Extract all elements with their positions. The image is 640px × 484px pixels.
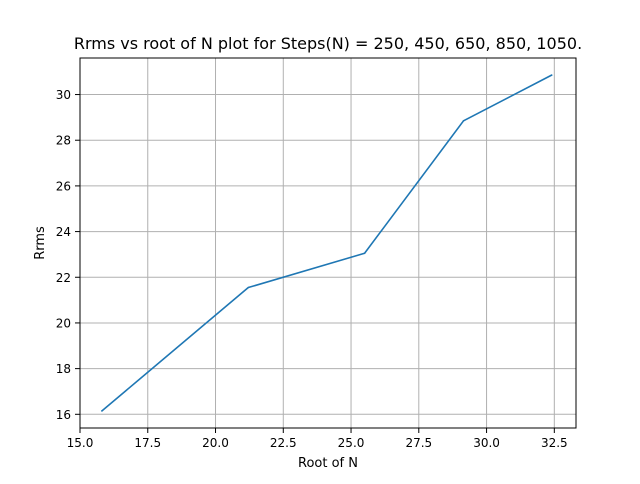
data-point: [247, 286, 250, 289]
data-point: [101, 410, 103, 412]
grid-lines: [79, 58, 576, 428]
plot-area-frame: [79, 57, 577, 429]
data-point: [550, 74, 553, 76]
x-tick-label: 22.5: [270, 436, 297, 450]
y-tick-label: 30: [56, 88, 71, 102]
x-axis-ticks: 15.0 17.5 20.0 22.5 25.0 27.5 30.0 32.5: [67, 428, 568, 450]
y-tick-label: 26: [56, 179, 71, 193]
y-tick-label: 22: [56, 271, 71, 285]
y-axis-label: Rrms: [33, 226, 48, 260]
series-group: [101, 74, 553, 412]
y-tick-label: 16: [56, 408, 71, 422]
y-tick-label: 20: [56, 316, 71, 330]
y-tick-label: 24: [56, 225, 71, 239]
x-tick-label: 32.5: [541, 436, 568, 450]
x-tick-label: 20.0: [202, 436, 229, 450]
chart-title: Rrms vs root of N plot for Steps(N) = 25…: [74, 34, 582, 53]
x-tick-label: 15.0: [67, 436, 94, 450]
x-axis-label: Root of N: [298, 456, 358, 471]
data-point: [363, 252, 366, 255]
x-tick-label: 25.0: [338, 436, 365, 450]
data-point: [462, 120, 465, 122]
y-tick-label: 28: [56, 134, 71, 148]
y-tick-label: 18: [56, 362, 71, 376]
x-tick-label: 17.5: [134, 436, 161, 450]
y-axis-ticks: 16 18 20 22 24 26 28 30: [56, 88, 80, 422]
x-tick-label: 30.0: [473, 436, 500, 450]
x-tick-label: 27.5: [405, 436, 432, 450]
